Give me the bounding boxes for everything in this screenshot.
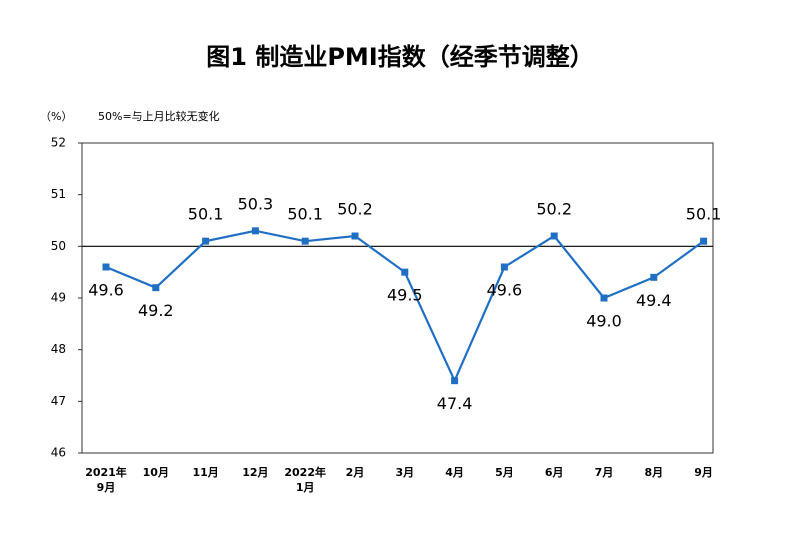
data-label: 49.5 xyxy=(387,286,423,305)
line xyxy=(105,229,705,384)
x-tick-label: 5月 xyxy=(495,466,514,479)
data-label: 49.2 xyxy=(138,301,174,320)
x-tick-label: 12月 xyxy=(242,466,268,479)
x-tick-label: 6月 xyxy=(545,466,564,479)
x-tick-label: 10月 xyxy=(143,466,169,479)
data-label: 49.4 xyxy=(636,291,672,310)
marker xyxy=(550,232,558,240)
data-label: 49.0 xyxy=(586,312,622,331)
data-label: 50.3 xyxy=(238,194,274,213)
marker xyxy=(451,377,459,385)
data-label: 50.2 xyxy=(337,200,373,219)
data-label: 50.1 xyxy=(188,205,224,224)
x-tick-label: 4月 xyxy=(445,466,464,479)
data-label: 50.1 xyxy=(686,205,722,224)
x-tick-label: 8月 xyxy=(644,466,663,479)
data-label: 50.2 xyxy=(536,200,572,219)
data-label: 50.1 xyxy=(287,205,323,224)
x-tick-label: 3月 xyxy=(395,466,414,479)
marker xyxy=(700,237,708,245)
marker xyxy=(152,284,160,292)
marker xyxy=(351,232,359,240)
x-tick-label: 7月 xyxy=(595,466,614,479)
y-tick-label: 52 xyxy=(51,136,66,150)
marker xyxy=(301,237,309,245)
marker xyxy=(650,273,658,281)
chart-title: 图1 制造业PMI指数（经季节调整） xyxy=(206,43,593,71)
marker xyxy=(202,237,210,245)
marker xyxy=(102,263,110,271)
annotation: 50%=与上月比较无变化 xyxy=(98,109,220,123)
y-axis-label: （%） xyxy=(40,110,72,123)
marker xyxy=(401,268,409,276)
x-tick-label: 2021年 9月 xyxy=(85,465,127,494)
y-tick-label: 51 xyxy=(51,187,66,201)
y-tick-label: 46 xyxy=(51,446,66,460)
marker xyxy=(500,263,508,271)
data-label: 47.4 xyxy=(437,394,473,413)
data-label: 49.6 xyxy=(88,281,124,300)
x-tick-label: 2022年 1月 xyxy=(284,465,326,494)
y-tick-label: 47 xyxy=(51,394,66,408)
y-tick-label: 49 xyxy=(51,291,66,305)
x-tick-label: 11月 xyxy=(192,466,218,479)
x-tick-label: 9月 xyxy=(694,466,713,479)
marker xyxy=(600,294,608,302)
marker xyxy=(251,227,259,235)
y-tick-label: 50 xyxy=(51,239,66,253)
y-tick-label: 48 xyxy=(51,342,66,356)
data-label: 49.6 xyxy=(487,281,523,300)
x-tick-label: 2月 xyxy=(346,466,365,479)
